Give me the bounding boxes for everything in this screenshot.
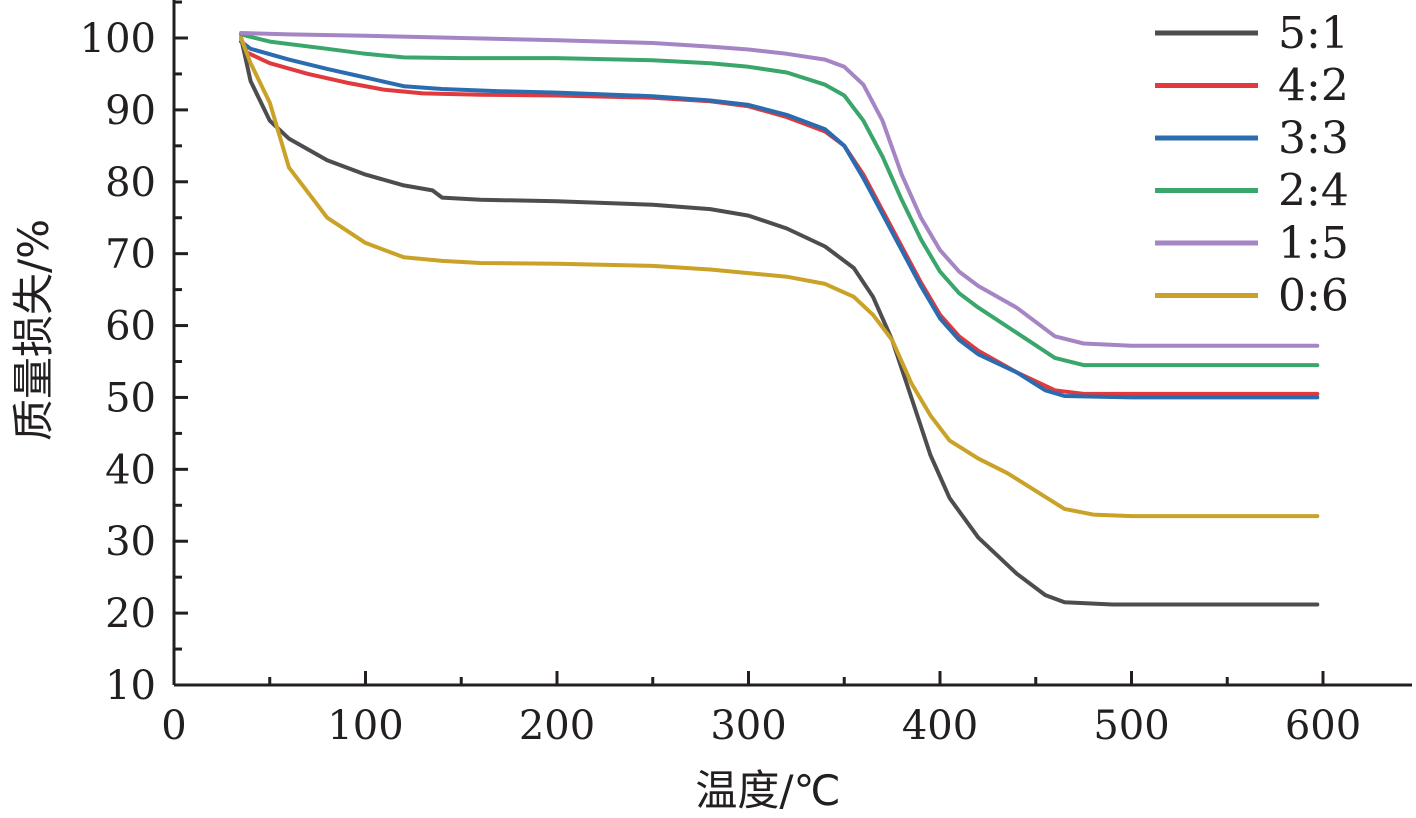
x-tick-label: 100 (327, 703, 403, 749)
x-tick-label: 300 (710, 703, 786, 749)
legend-label: 1:5 (1278, 218, 1349, 269)
y-tick-label: 60 (105, 304, 156, 350)
y-axis-label: 质量损失/% (9, 219, 58, 441)
y-tick-label: 20 (105, 591, 156, 637)
series-line-0-6 (239, 36, 1320, 519)
legend-label: 2:4 (1278, 166, 1349, 217)
y-tick-label: 10 (105, 663, 156, 709)
x-tick-label: 400 (902, 703, 978, 749)
series-line-2-4 (239, 32, 1320, 368)
x-tick-label: 200 (519, 703, 595, 749)
legend-label: 0:6 (1278, 271, 1349, 322)
legend-label: 4:2 (1278, 61, 1349, 112)
x-axis-label: 温度/℃ (695, 766, 840, 815)
x-tick-label: 500 (1093, 703, 1169, 749)
series-line-4-2 (239, 36, 1320, 396)
y-tick-label: 70 (105, 232, 156, 278)
y-tick-label: 90 (105, 88, 156, 134)
series-line-1-5 (239, 31, 1320, 348)
y-tick-label: 40 (105, 447, 156, 493)
series-layer (239, 31, 1320, 607)
legend-label: 3:3 (1278, 113, 1349, 164)
x-tick-label: 0 (161, 703, 186, 749)
axes: 0 100 200 300 400 500 600 10 20 30 40 50 60 70 80 90 100 (80, 0, 1412, 749)
series-line-5-1 (239, 36, 1320, 607)
legend-label: 5:1 (1278, 8, 1349, 59)
y-tick-label: 100 (80, 16, 156, 62)
y-tick-label: 80 (105, 160, 156, 206)
x-tick-label: 600 (1285, 703, 1361, 749)
y-tick-label: 30 (105, 519, 156, 565)
series-line-3-3 (239, 39, 1320, 400)
legend: 5:14:23:32:41:50:6 (1155, 8, 1349, 322)
y-tick-label: 50 (105, 375, 156, 421)
